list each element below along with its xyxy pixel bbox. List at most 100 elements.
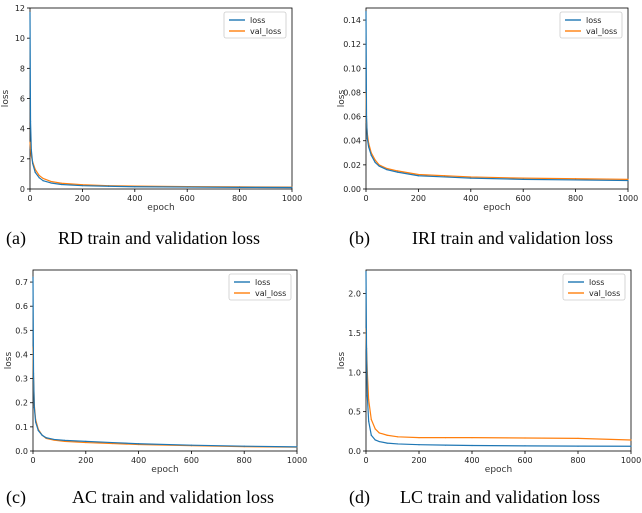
data-point-val_loss xyxy=(370,418,372,421)
y-axis-label: loss xyxy=(4,351,14,369)
y-tick-label: 12 xyxy=(15,4,25,13)
panel-letter: (b) xyxy=(349,228,370,249)
series-line-val_loss xyxy=(365,92,629,180)
data-point-loss xyxy=(37,429,39,432)
data-point-loss xyxy=(38,177,40,179)
data-point-loss xyxy=(32,373,35,375)
x-tick-label: 1000 xyxy=(287,456,307,465)
legend-label-val_loss: val_loss xyxy=(586,27,617,36)
x-axis-label: epoch xyxy=(483,203,510,213)
data-point-loss xyxy=(365,116,368,118)
legend-label-val_loss: val_loss xyxy=(255,289,286,298)
x-tick-label: 200 xyxy=(75,194,90,203)
data-point-loss xyxy=(42,180,44,182)
x-tick-label: 0 xyxy=(30,456,35,465)
y-tick-label: 0.08 xyxy=(343,88,361,97)
data-point-val_loss xyxy=(471,437,473,439)
legend: loss val_loss xyxy=(559,11,623,39)
data-point-loss xyxy=(397,443,399,445)
data-point-loss xyxy=(239,186,241,188)
data-point-val_loss xyxy=(396,170,399,172)
data-point-loss xyxy=(575,179,577,181)
x-tick-label: 0 xyxy=(363,456,368,465)
plot-frame xyxy=(365,269,632,452)
chart-panel-4: 0 200 400 600 800 1000 0.0 0.5 1.0 1.5 2.0 epoch los… xyxy=(337,269,641,508)
data-point-loss xyxy=(386,169,388,171)
data-point-loss xyxy=(32,162,34,164)
data-point-val_loss xyxy=(50,180,52,183)
x-tick-label: 200 xyxy=(411,456,426,465)
data-point-val_loss xyxy=(374,159,376,161)
data-point-loss xyxy=(108,185,110,187)
series-line-loss xyxy=(32,277,298,448)
data-point-loss xyxy=(29,11,31,14)
x-tick-label: 600 xyxy=(517,456,532,465)
data-point-loss xyxy=(374,439,376,441)
x-tick-label: 200 xyxy=(78,456,93,465)
x-axis-label: epoch xyxy=(485,465,512,475)
data-point-loss xyxy=(365,11,367,13)
x-tick-label: 800 xyxy=(568,194,583,203)
data-point-loss xyxy=(34,171,36,174)
data-point-val_loss xyxy=(386,167,388,170)
data-point-loss xyxy=(365,348,368,350)
x-tick-label: 800 xyxy=(237,456,252,465)
y-tick-label: 1.0 xyxy=(348,368,361,377)
data-point-val_loss xyxy=(85,441,87,444)
x-tick-label: 400 xyxy=(463,194,478,203)
data-point-loss xyxy=(370,434,372,436)
series-line-val_loss xyxy=(29,142,293,188)
y-tick-label: 0.04 xyxy=(343,137,361,146)
data-point-val_loss xyxy=(64,440,66,442)
x-axis-label: epoch xyxy=(151,465,178,475)
data-point-loss xyxy=(35,421,37,423)
data-point-loss xyxy=(368,146,370,148)
y-tick-label: 1.5 xyxy=(348,329,361,338)
legend-label-loss: loss xyxy=(250,16,265,25)
data-point-val_loss xyxy=(470,176,472,178)
y-tick-label: 0.2 xyxy=(15,399,28,408)
data-point-loss xyxy=(444,444,447,446)
y-tick-label: 0.00 xyxy=(343,185,361,194)
x-tick-label: 600 xyxy=(516,194,531,203)
y-axis-label: loss xyxy=(1,89,11,107)
data-point-val_loss xyxy=(444,175,446,177)
data-point-loss xyxy=(471,444,473,447)
data-point-val_loss xyxy=(378,432,380,434)
panel-letter: (d) xyxy=(349,487,370,508)
panel-caption: RD train and validation loss xyxy=(58,228,260,248)
y-tick-label: 4 xyxy=(20,125,25,134)
data-point-loss xyxy=(29,120,32,122)
data-point-loss xyxy=(33,406,35,409)
x-tick-label: 1000 xyxy=(621,456,641,465)
x-tick-label: 0 xyxy=(27,194,32,203)
legend: loss val_loss xyxy=(228,273,292,301)
y-tick-label: 0.5 xyxy=(348,408,361,417)
y-tick-label: 0.14 xyxy=(343,16,361,25)
data-point-loss xyxy=(85,440,87,442)
series-line-loss xyxy=(29,12,293,189)
data-point-loss xyxy=(291,186,293,189)
panel-letter: (c) xyxy=(6,487,26,508)
panel-letter: (a) xyxy=(6,228,26,249)
y-tick-label: 0.12 xyxy=(343,40,361,49)
data-point-loss xyxy=(190,444,192,446)
x-axis-label: epoch xyxy=(147,203,174,213)
data-point-loss xyxy=(81,185,83,187)
y-tick-label: 0.0 xyxy=(348,447,361,456)
data-point-loss xyxy=(138,443,140,445)
y-tick-label: 0.6 xyxy=(15,302,28,311)
y-tick-label: 2 xyxy=(20,155,25,164)
y-tick-label: 0.1 xyxy=(15,423,28,432)
data-point-val_loss xyxy=(397,436,399,438)
data-point-val_loss xyxy=(60,182,63,184)
y-tick-label: 0.3 xyxy=(15,375,28,384)
y-tick-label: 6 xyxy=(20,95,25,104)
legend: loss val_loss xyxy=(562,273,626,301)
data-point-val_loss xyxy=(418,437,420,439)
data-point-loss xyxy=(186,186,188,188)
chart-panel-2: 0 200 400 600 800 1000 0.00 0.02 0.04 0.06 0.08 0.1… xyxy=(337,7,638,249)
data-point-val_loss xyxy=(29,141,31,143)
series-line-val_loss xyxy=(32,347,298,448)
data-point-val_loss xyxy=(575,178,577,180)
